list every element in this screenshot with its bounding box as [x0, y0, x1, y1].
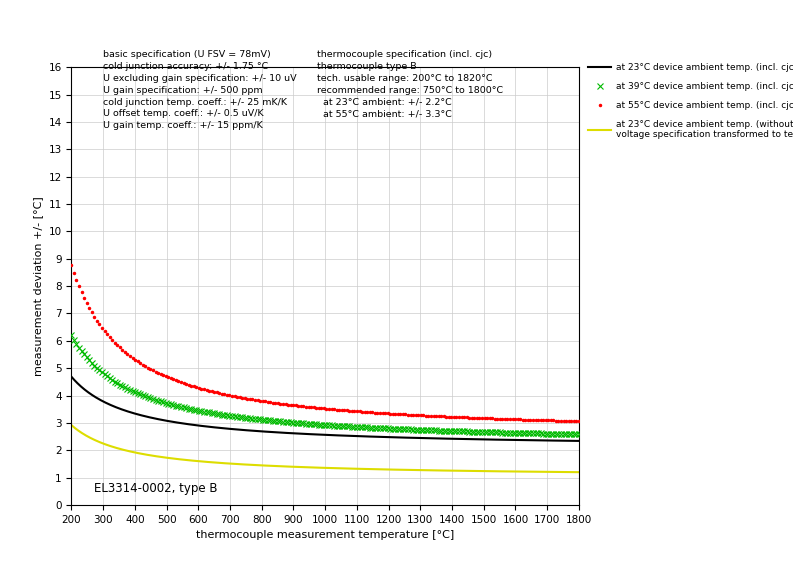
Y-axis label: measurement deviation +/- [°C]: measurement deviation +/- [°C]: [33, 196, 43, 376]
X-axis label: thermocouple measurement temperature [°C]: thermocouple measurement temperature [°C…: [196, 530, 454, 540]
Text: thermocouple specification (incl. cjc)
thermocouple type B
tech. usable range: 2: thermocouple specification (incl. cjc) t…: [317, 50, 504, 118]
Text: basic specification (U FSV = 78mV)
cold junction accuracy: +/- 1.75 °C
U excludi: basic specification (U FSV = 78mV) cold …: [103, 50, 297, 130]
Legend: at 23°C device ambient temp. (incl. cjc), at 39°C device ambient temp. (incl. cj: at 23°C device ambient temp. (incl. cjc)…: [588, 63, 793, 139]
Text: EL3314-0002, type B: EL3314-0002, type B: [94, 482, 217, 495]
